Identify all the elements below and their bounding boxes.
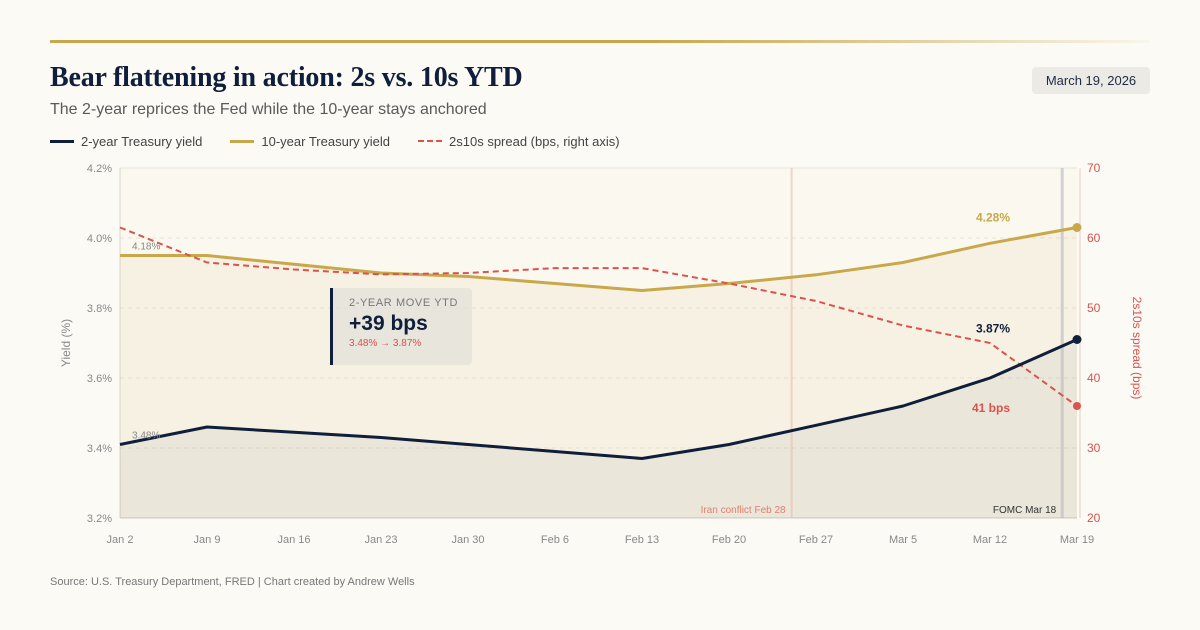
y-tick-label: 4.0% [87,233,112,245]
x-tick-label: Mar 12 [973,534,1007,546]
legend-item-spread: 2s10s spread (bps, right axis) [418,134,620,149]
y2-tick-label: 40 [1087,371,1101,385]
two-year-move-callout: 2-YEAR MOVE YTD +39 bps 3.48% → 3.87% [330,288,472,365]
spread-end-point [1073,402,1081,410]
iran-event-label: Iran conflict Feb 28 [701,505,786,516]
x-tick-label: Jan 23 [364,534,397,546]
source-note: Source: U.S. Treasury Department, FRED |… [50,576,415,588]
two-year-area [120,339,1077,518]
end-label-ten-year: 4.28% [976,211,1010,225]
two-year-end-point [1072,335,1082,344]
legend-item-two-year: 2-year Treasury yield [50,134,202,149]
ten-year-line [120,226,1078,292]
legend-label-two-year: 2-year Treasury yield [81,133,203,149]
y-tick-label: 3.4% [87,443,112,455]
x-tick-label: Jan 9 [194,534,221,546]
fomc-event-label: FOMC Mar 18 [993,505,1057,516]
x-tick-label: Mar 5 [889,534,917,546]
y-tick-label: 3.8% [87,303,112,315]
legend-item-ten-year: 10-year Treasury yield [230,134,390,149]
x-tick-label: Jan 16 [277,534,310,546]
x-tick-label: Feb 20 [712,534,746,546]
page-title: Bear flattening in action: 2s vs. 10s YT… [50,62,523,93]
callout-value: +39 bps [349,312,428,335]
two-year-line [119,338,1078,460]
y2-tick-label: 50 [1087,301,1101,315]
legend-swatch-spread [418,140,443,142]
callout-label: 2-YEAR MOVE YTD [349,297,459,309]
x-tick-label: Mar 19 [1060,534,1094,546]
x-tick-label: Jan 30 [451,534,484,546]
page-subtitle: The 2-year reprices the Fed while the 10… [50,101,487,118]
top-accent-rule [50,40,1150,43]
y2-tick-label: 20 [1087,511,1101,525]
date-badge: March 19, 2026 [1032,67,1150,94]
ten-year-end-point [1072,223,1082,232]
start-label-ten-year: 4.18% [132,242,160,253]
y-tick-label: 4.2% [87,163,112,175]
x-tick-label: Feb 13 [625,534,659,546]
legend-swatch-two-year [50,139,74,143]
legend-label-ten-year: 10-year Treasury yield [261,133,391,149]
y2-tick-label: 70 [1087,161,1101,175]
y2-tick-label: 30 [1087,441,1101,455]
start-label-two-year: 3.48% [132,431,160,442]
end-label-spread: 41 bps [972,401,1010,415]
x-tick-label: Feb 27 [799,534,833,546]
end-label-two-year: 3.87% [976,322,1010,336]
callout-detail: 3.48% → 3.87% [349,338,422,349]
spread-line [119,226,1078,407]
chart-legend: 2-year Treasury yield 10-year Treasury y… [50,132,648,150]
y2-tick-label: 60 [1087,231,1101,245]
x-tick-label: Feb 6 [541,534,569,546]
y2-axis-title: 2s10s spread (bps) [1130,297,1144,400]
legend-swatch-ten-year [230,139,255,143]
x-tick-label: Jan 2 [107,534,134,546]
legend-label-spread: 2s10s spread (bps, right axis) [449,133,620,149]
y-tick-label: 3.6% [87,373,112,385]
y-axis-title: Yield (%) [59,319,73,367]
plot-area [120,168,1077,518]
y-tick-label: 3.2% [87,513,112,525]
